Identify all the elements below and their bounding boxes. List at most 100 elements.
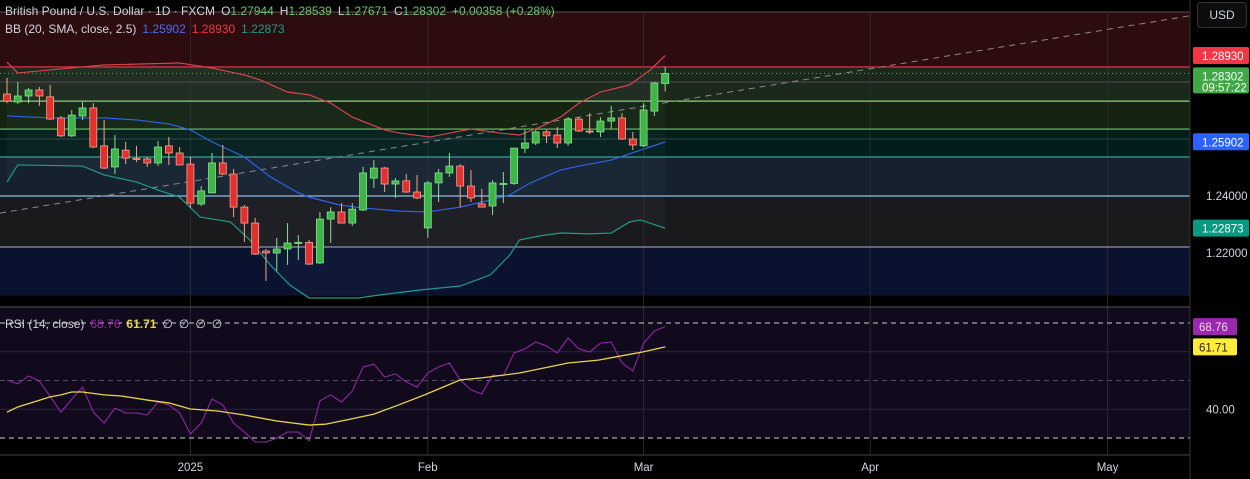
candle-up [359, 166, 367, 212]
candle-up [67, 109, 76, 138]
candle-body [154, 146, 162, 164]
candle-body [283, 242, 292, 250]
candle-body [143, 158, 152, 164]
candle-up [564, 117, 572, 146]
candle-body [164, 145, 173, 154]
candle-down [164, 137, 173, 165]
candle-up [78, 101, 87, 120]
candle-down [456, 164, 465, 208]
price-label-text: 1.28930 [1202, 51, 1244, 63]
candle-body [35, 89, 44, 97]
low-label: L [337, 4, 345, 18]
candle-body [132, 157, 141, 160]
candle-body [596, 120, 605, 133]
candle-down [337, 203, 346, 224]
candle-down [574, 117, 583, 132]
high-value: 1.28539 [288, 4, 332, 18]
candle-body [391, 180, 400, 185]
candle-down [143, 156, 152, 167]
rsi-value-label: 68.76 [1199, 322, 1228, 334]
rsi-line [6, 326, 666, 443]
candle-body [67, 114, 76, 137]
candle-body [380, 167, 389, 185]
rsi-value-badge [1193, 318, 1237, 336]
rsi-pane[interactable] [0, 306, 1250, 443]
price-zones [0, 11, 1190, 438]
candle-body [531, 131, 540, 144]
rsi-legend[interactable]: RSI (14, close) 68.76 61.71 ∅ ∅ ∅ ∅ [5, 317, 228, 331]
candle-body [369, 167, 378, 179]
candle-body [542, 131, 551, 137]
candle-up [661, 66, 670, 92]
price-zone [0, 101, 1190, 130]
bb-upper-line [6, 55, 666, 138]
rsi-background [0, 307, 1190, 438]
candle-down [240, 205, 249, 242]
candle-body [218, 162, 227, 175]
open-label: O [221, 4, 231, 18]
candle-up [348, 203, 357, 226]
candle-down [380, 166, 389, 193]
bb-label: BB (20, SMA, close, 2.5) [5, 22, 137, 36]
candle-down [251, 217, 260, 255]
candle-up [531, 129, 540, 146]
candle-body [607, 117, 616, 122]
candle-up [596, 117, 605, 138]
bb-legend[interactable]: BB (20, SMA, close, 2.5) 1.25902 1.28930 1.… [5, 22, 291, 36]
candle-down [186, 156, 195, 208]
candle-up [510, 147, 519, 185]
time-tick-label: Mar [634, 462, 654, 474]
trendline-dashed [0, 14, 1194, 214]
rsi-value: 68.76 [90, 317, 121, 331]
candle-up [391, 178, 400, 198]
bb-upper-value: 1.28930 [191, 22, 236, 36]
change-value: +0.00358 (+0.28%) [452, 4, 555, 18]
candle-body [499, 183, 508, 185]
candle-body [57, 117, 65, 137]
candle-body [13, 95, 22, 103]
candle-body [46, 96, 55, 120]
rsi-value-label: 61.71 [1199, 342, 1228, 354]
candle-body [326, 211, 335, 220]
countdown-label: 09:57:22 [1202, 82, 1247, 94]
candle-up [13, 82, 22, 104]
currency-button[interactable]: USD [1197, 2, 1247, 28]
candle-body [510, 147, 519, 184]
candle-body [175, 152, 184, 166]
symbol-title: British Pound / U.S. Dollar · 1D · FXCM [5, 4, 216, 18]
candle-body [639, 109, 648, 147]
candle-body [359, 172, 367, 211]
price-zone [0, 246, 1190, 296]
rsi-value-badge [1193, 338, 1237, 356]
candle-body [89, 107, 98, 148]
candle-up [423, 180, 432, 238]
candle-body [564, 118, 572, 144]
candle-up [445, 152, 454, 177]
bollinger-bands [6, 55, 666, 299]
candle-body [467, 185, 475, 199]
candle-body [348, 208, 357, 224]
candle-down [175, 146, 184, 166]
candle-body [186, 163, 195, 204]
price-label-text: 1.22873 [1202, 224, 1244, 236]
candle-up [197, 186, 206, 206]
candle-down [553, 127, 562, 149]
candle-down [413, 174, 421, 200]
candle-up [369, 160, 378, 189]
candle-body [111, 148, 119, 168]
symbol-legend[interactable]: British Pound / U.S. Dollar · 1D · FXCM O… [5, 4, 561, 18]
candle-up [639, 103, 648, 147]
candle-down [35, 86, 44, 106]
price-label-badge [1193, 47, 1249, 65]
candle-body [521, 142, 529, 149]
candle-up [111, 135, 119, 175]
candle-body [402, 180, 411, 193]
low-value: 1.27671 [344, 4, 388, 18]
rsi-extra-1: ∅ [162, 317, 173, 331]
candle-up [24, 88, 33, 104]
candle-up [499, 172, 508, 204]
rsi-ma-line [6, 346, 666, 426]
trendline[interactable] [0, 14, 1194, 214]
